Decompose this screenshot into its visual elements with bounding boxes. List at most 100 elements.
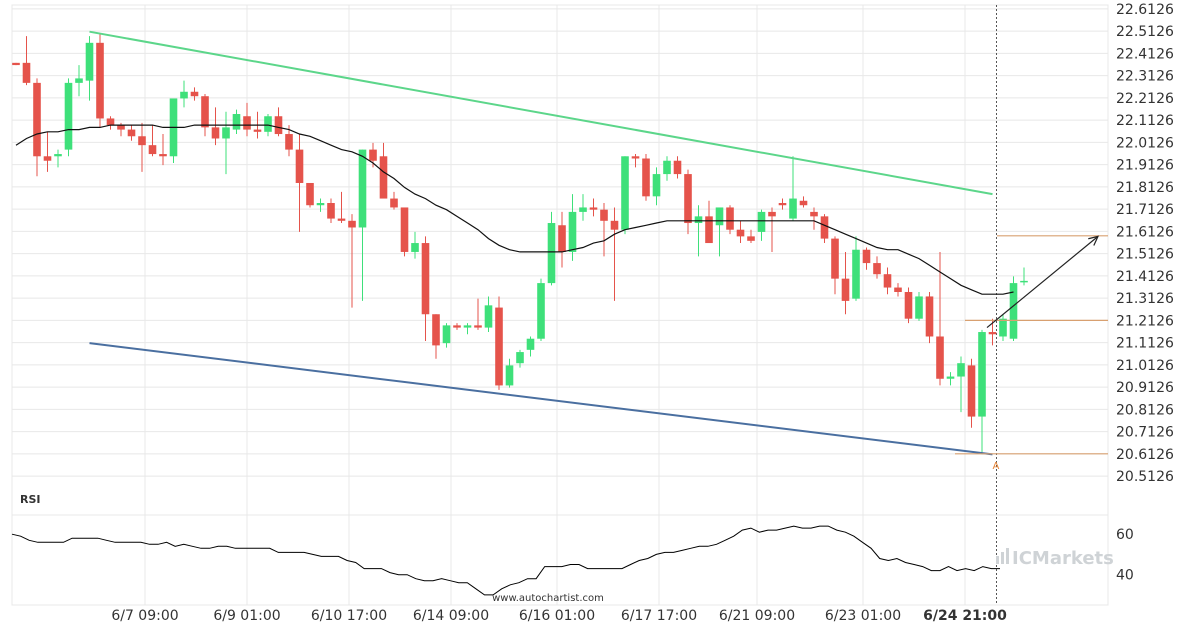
candle (96, 33, 104, 128)
channel-lower-line (89, 342, 993, 456)
candle (768, 207, 776, 252)
candle-body (537, 283, 545, 339)
brand-logo: ICMarkets (996, 548, 1114, 569)
candle (789, 156, 797, 221)
candle (537, 278, 545, 341)
candle-body (117, 125, 125, 130)
candle-body (757, 211, 766, 232)
candle-body (852, 249, 860, 299)
candle (327, 198, 335, 224)
candle-body (463, 325, 472, 328)
candle (967, 358, 976, 428)
candle-body (211, 127, 220, 139)
candle-body (54, 154, 62, 157)
candle (820, 214, 829, 244)
candle-body (621, 156, 629, 230)
candle-body (148, 145, 157, 155)
candle-body (495, 307, 503, 386)
rsi-tick-label: 40 (1116, 568, 1134, 584)
price-tick-label: 22.6126 (1116, 2, 1174, 18)
candle (810, 207, 818, 230)
price-tick-label: 20.9126 (1116, 380, 1174, 396)
candle-body (967, 365, 976, 417)
price-tick-label: 22.0126 (1116, 135, 1174, 151)
candle-body (379, 156, 388, 199)
candle-body (547, 223, 556, 284)
candle-body (810, 211, 818, 217)
candle (726, 205, 734, 235)
candle-body (904, 291, 913, 319)
candle-body (22, 62, 31, 83)
plot-frame (11, 4, 1109, 606)
candle-body (768, 211, 776, 217)
candle-body (915, 296, 923, 319)
candle-body (127, 129, 136, 137)
candle (610, 207, 619, 301)
candle (127, 125, 136, 141)
candle-body (306, 182, 314, 206)
candle-body (999, 318, 1007, 337)
candle-body (789, 198, 797, 219)
candle-body (432, 314, 440, 346)
candle-body (894, 287, 902, 292)
candle (1009, 276, 1018, 341)
candle (201, 93, 209, 137)
candle (106, 116, 115, 130)
candle (873, 256, 881, 279)
candle (642, 154, 650, 201)
candle-body (568, 211, 577, 252)
candle-body (873, 263, 881, 275)
candle-body (358, 149, 367, 228)
candle (684, 169, 692, 235)
candle (999, 314, 1007, 341)
candle-body (820, 216, 829, 239)
price-tick-label: 21.3126 (1116, 291, 1174, 307)
price-tick-label: 21.9126 (1116, 158, 1174, 174)
price-tick-label: 21.7126 (1116, 202, 1174, 218)
candle-body (1009, 283, 1018, 339)
candle (946, 372, 955, 386)
candle-body (421, 243, 430, 315)
candle (621, 156, 629, 235)
candle-body (201, 96, 209, 128)
candle (925, 291, 934, 344)
price-tick-label: 22.5126 (1116, 24, 1174, 40)
candle-body (600, 209, 608, 221)
candle-body (673, 160, 682, 175)
candle (12, 62, 20, 66)
candle-body (159, 154, 167, 157)
price-tick-label: 20.7126 (1116, 425, 1174, 441)
candle-body (558, 225, 566, 252)
candle-body (705, 216, 713, 244)
candle-body (12, 62, 20, 66)
price-tick-label: 21.0126 (1116, 358, 1174, 374)
time-tick-label: 6/14 09:00 (413, 608, 489, 624)
candle (169, 98, 178, 163)
price-tick-label: 21.2126 (1116, 313, 1174, 329)
candle-body (747, 236, 755, 241)
candle (778, 198, 787, 210)
candle (232, 109, 241, 135)
candle-body (694, 216, 703, 224)
watermark-text: www.autochartist.com (492, 593, 604, 604)
candle (589, 198, 598, 217)
candle (936, 251, 944, 386)
candle (306, 182, 314, 208)
candle-body (96, 42, 104, 119)
candle-body (978, 332, 986, 417)
price-tick-label: 20.5126 (1116, 469, 1174, 485)
candle (43, 131, 52, 172)
candle (516, 349, 524, 368)
time-tick-label: 6/10 17:00 (311, 608, 387, 624)
candle (33, 78, 41, 177)
candle-body (936, 336, 944, 379)
candle (180, 80, 188, 108)
price-tick-label: 22.2126 (1116, 91, 1174, 107)
candle-body (106, 118, 115, 126)
candle-body (190, 91, 199, 97)
candle (159, 134, 167, 166)
candle (894, 283, 902, 297)
candle (915, 291, 923, 321)
candle-body (1020, 280, 1028, 283)
